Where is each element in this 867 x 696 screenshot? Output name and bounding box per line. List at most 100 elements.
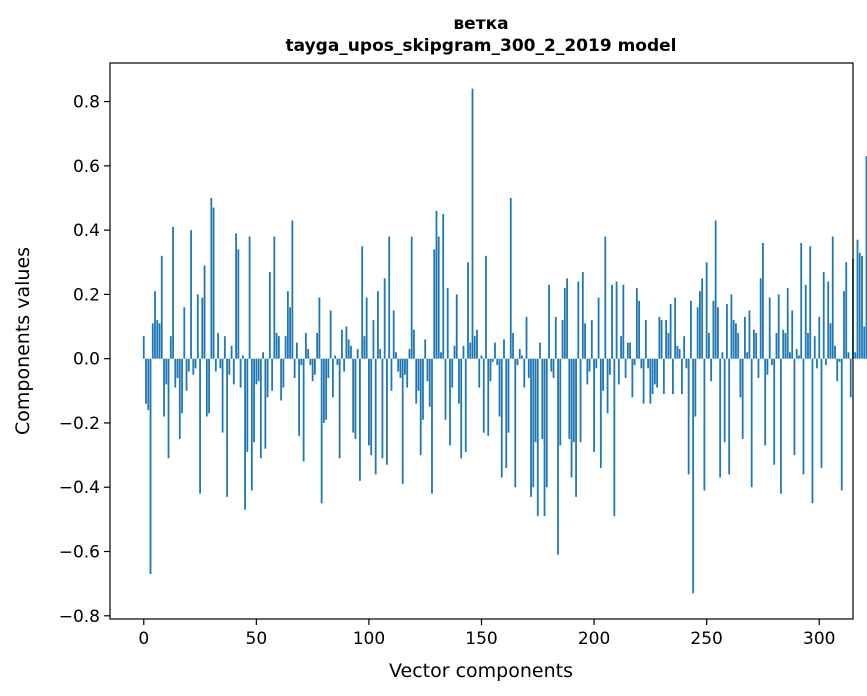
bar xyxy=(753,329,755,359)
bar xyxy=(388,236,391,359)
bar xyxy=(703,358,706,491)
bar xyxy=(354,358,357,440)
bar xyxy=(541,358,544,440)
bar xyxy=(674,297,677,359)
bar xyxy=(820,358,823,468)
bar xyxy=(232,358,235,385)
bar xyxy=(442,214,445,359)
bar xyxy=(791,310,794,359)
y-axis-ticks: −0.8 −0.6 −0.4 −0.2 0.0 0.2 0.4 0.6 0.8 xyxy=(59,93,110,627)
bar xyxy=(861,255,863,359)
bar xyxy=(467,262,469,359)
bar xyxy=(694,358,697,417)
bar xyxy=(678,349,681,359)
bar xyxy=(509,197,512,359)
bar xyxy=(147,358,150,411)
y-tick-label: −0.8 xyxy=(59,607,100,627)
bar xyxy=(680,358,683,395)
y-axis-label: Components values xyxy=(12,247,34,435)
bar xyxy=(512,332,514,359)
bar xyxy=(818,316,821,359)
bar xyxy=(566,278,568,359)
bar xyxy=(334,355,337,359)
bar xyxy=(728,358,731,475)
bar xyxy=(575,358,577,497)
bar xyxy=(464,358,467,452)
bar xyxy=(849,358,852,398)
bar xyxy=(653,358,656,385)
bar xyxy=(426,358,429,382)
bar xyxy=(282,358,285,388)
bar xyxy=(316,332,319,359)
bar xyxy=(419,358,422,456)
bar xyxy=(217,332,219,359)
bar xyxy=(536,358,539,517)
bar xyxy=(156,320,159,359)
bar xyxy=(496,358,499,366)
bar xyxy=(453,345,456,359)
x-axis-ticks: 0 50 100 150 200 250 300 xyxy=(138,619,835,649)
bar xyxy=(505,358,508,468)
bar xyxy=(327,358,330,378)
bar xyxy=(498,358,501,417)
bar xyxy=(142,336,145,359)
bar xyxy=(275,332,278,359)
bar xyxy=(199,358,201,494)
bar xyxy=(361,246,364,359)
bar xyxy=(838,358,841,362)
y-tick-label: −0.6 xyxy=(59,543,100,563)
bar xyxy=(534,358,537,443)
bar xyxy=(665,320,668,359)
bar xyxy=(507,358,510,433)
bar xyxy=(865,156,867,359)
bar xyxy=(183,307,186,359)
bar xyxy=(401,358,404,485)
bar xyxy=(782,329,785,359)
plot-frame xyxy=(109,62,854,620)
bar xyxy=(584,323,586,359)
bar xyxy=(784,332,787,359)
bar xyxy=(289,307,292,359)
bar xyxy=(160,255,163,359)
bar xyxy=(572,358,575,443)
bar xyxy=(304,332,307,359)
bar xyxy=(446,287,449,359)
bar xyxy=(766,358,769,375)
bar xyxy=(226,358,228,497)
bar xyxy=(719,358,722,478)
bar xyxy=(365,297,368,359)
x-tick-label: 200 xyxy=(578,629,610,649)
bar xyxy=(667,332,670,359)
bar xyxy=(485,255,487,359)
x-tick-label: 300 xyxy=(803,629,835,649)
y-tick-label: 0.8 xyxy=(73,93,100,113)
bar xyxy=(735,323,737,359)
bar xyxy=(291,220,294,359)
bar xyxy=(683,336,686,359)
bar xyxy=(629,342,631,359)
bar xyxy=(831,236,834,359)
bar xyxy=(563,287,566,359)
bar xyxy=(744,316,746,359)
bar xyxy=(228,358,231,375)
bar xyxy=(469,342,472,359)
bar xyxy=(642,358,645,404)
bar xyxy=(786,287,789,359)
bar xyxy=(602,358,604,391)
bar xyxy=(259,358,262,459)
bar xyxy=(613,358,616,517)
bar xyxy=(257,358,260,382)
bar xyxy=(313,358,316,375)
bar xyxy=(271,358,274,391)
bar xyxy=(473,336,476,359)
bar xyxy=(433,249,436,359)
bar xyxy=(181,358,183,414)
bar xyxy=(840,358,843,491)
x-tick-label: 150 xyxy=(465,629,497,649)
bar xyxy=(491,358,494,362)
y-tick-label: 0.4 xyxy=(73,221,100,241)
bars-group xyxy=(142,88,867,594)
bar xyxy=(822,271,825,359)
bar xyxy=(185,358,188,391)
bar xyxy=(241,355,244,359)
